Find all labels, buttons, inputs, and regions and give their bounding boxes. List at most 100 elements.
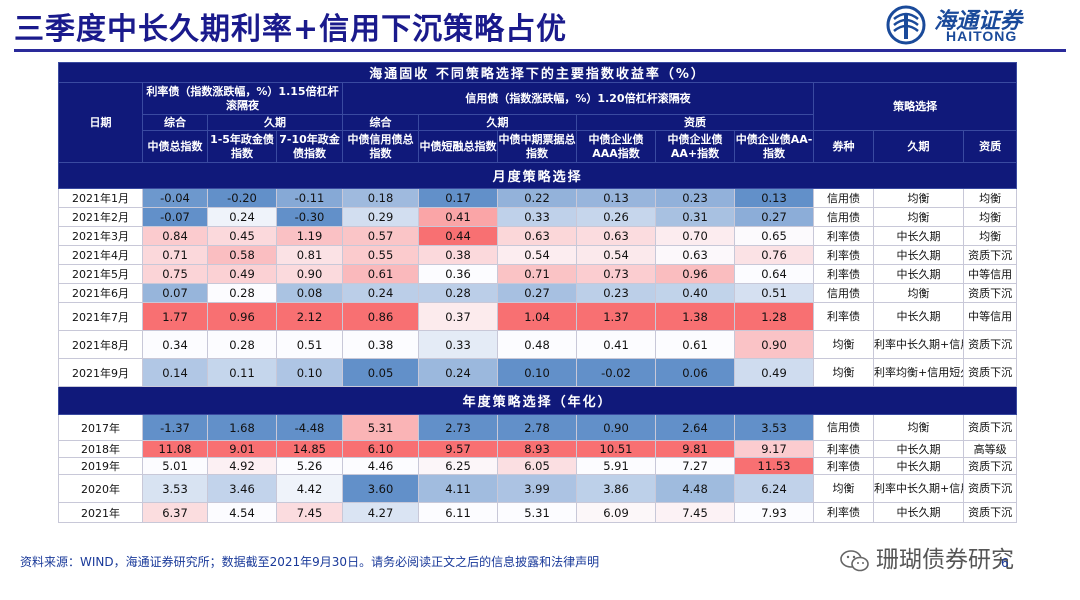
value-cell: 0.36	[418, 264, 498, 284]
value-cell: 2.78	[497, 414, 577, 441]
row-date: 2021年9月	[58, 358, 143, 387]
strategy-duration: 均衡	[873, 188, 964, 208]
value-cell: 0.24	[207, 207, 277, 227]
value-cell: 0.73	[576, 264, 656, 284]
value-cell: -4.48	[276, 414, 343, 441]
value-cell: 2.64	[655, 414, 735, 441]
column-header: 中债总指数	[142, 130, 208, 163]
value-cell: 0.90	[276, 264, 343, 284]
value-cell: 4.27	[342, 502, 419, 523]
value-cell: 5.01	[142, 457, 208, 475]
value-cell: 9.17	[734, 440, 814, 458]
row-date: 2021年	[58, 502, 143, 523]
value-cell: 1.77	[142, 302, 208, 331]
wechat-icon	[840, 549, 869, 571]
value-cell: 0.10	[276, 358, 343, 387]
value-cell: 0.63	[655, 245, 735, 265]
strategy-quality: 高等级	[962, 440, 1018, 458]
value-cell: 0.61	[655, 330, 735, 359]
table-row: 2021年1月 -0.04 -0.20 -0.11 0.18 0.17 0.22 0.13 0.…	[58, 188, 1018, 208]
value-cell: 0.26	[576, 207, 656, 227]
value-cell: 0.13	[734, 188, 814, 208]
value-cell: 0.84	[142, 226, 208, 246]
value-cell: 0.64	[734, 264, 814, 284]
strategy-type: 利率债	[813, 440, 874, 458]
value-cell: 0.28	[207, 283, 277, 303]
monthly-banner: 月度策略选择	[57, 162, 1018, 189]
footer-source: 资料来源：WIND，海通证券研究所；数据截至2021年9月30日。请务必阅读正文…	[20, 555, 600, 569]
value-cell: 0.27	[734, 207, 814, 227]
value-cell: 0.70	[655, 226, 735, 246]
value-cell: 3.60	[342, 474, 419, 503]
credit-group-header: 信用债（指数涨跌幅，%）1.20倍杠杆滚隔夜	[342, 82, 814, 115]
value-cell: 3.53	[142, 474, 208, 503]
value-cell: 0.06	[655, 358, 735, 387]
row-date: 2021年3月	[58, 226, 143, 246]
value-cell: 0.49	[207, 264, 277, 284]
value-cell: 0.41	[418, 207, 498, 227]
value-cell: 3.86	[576, 474, 656, 503]
value-cell: -0.04	[142, 188, 208, 208]
strategy-duration: 中长久期	[873, 440, 964, 458]
value-cell: 1.38	[655, 302, 735, 331]
row-date: 2021年8月	[58, 330, 143, 359]
row-date: 2021年2月	[58, 207, 143, 227]
strategy-duration: 中长久期	[873, 245, 964, 265]
value-cell: 0.13	[576, 188, 656, 208]
value-cell: -0.02	[576, 358, 656, 387]
value-cell: 0.14	[142, 358, 208, 387]
strategy-duration: 中长久期	[873, 457, 964, 475]
column-header: 中债企业债AA+指数	[655, 130, 735, 163]
value-cell: 3.53	[734, 414, 814, 441]
strategy-quality: 资质下沉	[962, 414, 1018, 441]
strategy-column-header: 资质	[962, 130, 1018, 163]
value-cell: 0.17	[418, 188, 498, 208]
value-cell: 0.58	[207, 245, 277, 265]
strategy-quality: 中等信用	[962, 302, 1018, 331]
strategy-duration: 均衡	[873, 207, 964, 227]
row-date: 2021年4月	[58, 245, 143, 265]
strategy-type: 利率债	[813, 264, 874, 284]
value-cell: 0.96	[207, 302, 277, 331]
value-cell: 0.33	[418, 330, 498, 359]
value-cell: 0.23	[655, 188, 735, 208]
column-header: 中债企业债AA-指数	[734, 130, 814, 163]
value-cell: 0.65	[734, 226, 814, 246]
value-cell: 0.51	[276, 330, 343, 359]
value-cell: 0.71	[497, 264, 577, 284]
value-cell: 4.92	[207, 457, 277, 475]
strategy-type: 均衡	[813, 358, 874, 387]
table-title: 海通固收 不同策略选择下的主要指数收益率（%）	[57, 62, 1018, 83]
value-cell: 0.08	[276, 283, 343, 303]
strategy-type: 利率债	[813, 245, 874, 265]
value-cell: 0.24	[342, 283, 419, 303]
value-cell: 0.55	[342, 245, 419, 265]
value-cell: 9.01	[207, 440, 277, 458]
row-date: 2020年	[58, 474, 143, 503]
strategy-type: 信用债	[813, 188, 874, 208]
haitong-logo-icon	[886, 5, 926, 45]
row-date: 2021年6月	[58, 283, 143, 303]
table-row: 2017年 -1.37 1.68 -4.48 5.31 2.73 2.78 0.90 2.64 3…	[58, 414, 1018, 441]
haitong-logo: 海通证券 HAITONG	[886, 3, 1066, 47]
value-cell: 3.99	[497, 474, 577, 503]
value-cell: 0.33	[497, 207, 577, 227]
value-cell: 0.48	[497, 330, 577, 359]
value-cell: 0.40	[655, 283, 735, 303]
row-date: 2021年7月	[58, 302, 143, 331]
value-cell: 0.49	[734, 358, 814, 387]
row-date: 2018年	[58, 440, 143, 458]
value-cell: 0.22	[497, 188, 577, 208]
value-cell: -0.11	[276, 188, 343, 208]
strategy-duration: 中长久期	[873, 502, 964, 523]
strategy-quality: 均衡	[962, 207, 1018, 227]
strategy-type: 均衡	[813, 330, 874, 359]
row-date: 2021年1月	[58, 188, 143, 208]
strategy-column-header: 久期	[873, 130, 964, 163]
value-cell: 2.12	[276, 302, 343, 331]
value-cell: 6.11	[418, 502, 498, 523]
strategy-type: 利率债	[813, 226, 874, 246]
value-cell: 6.25	[418, 457, 498, 475]
value-cell: 0.54	[497, 245, 577, 265]
watermark-text: 珊瑚债券研究	[876, 547, 1014, 573]
